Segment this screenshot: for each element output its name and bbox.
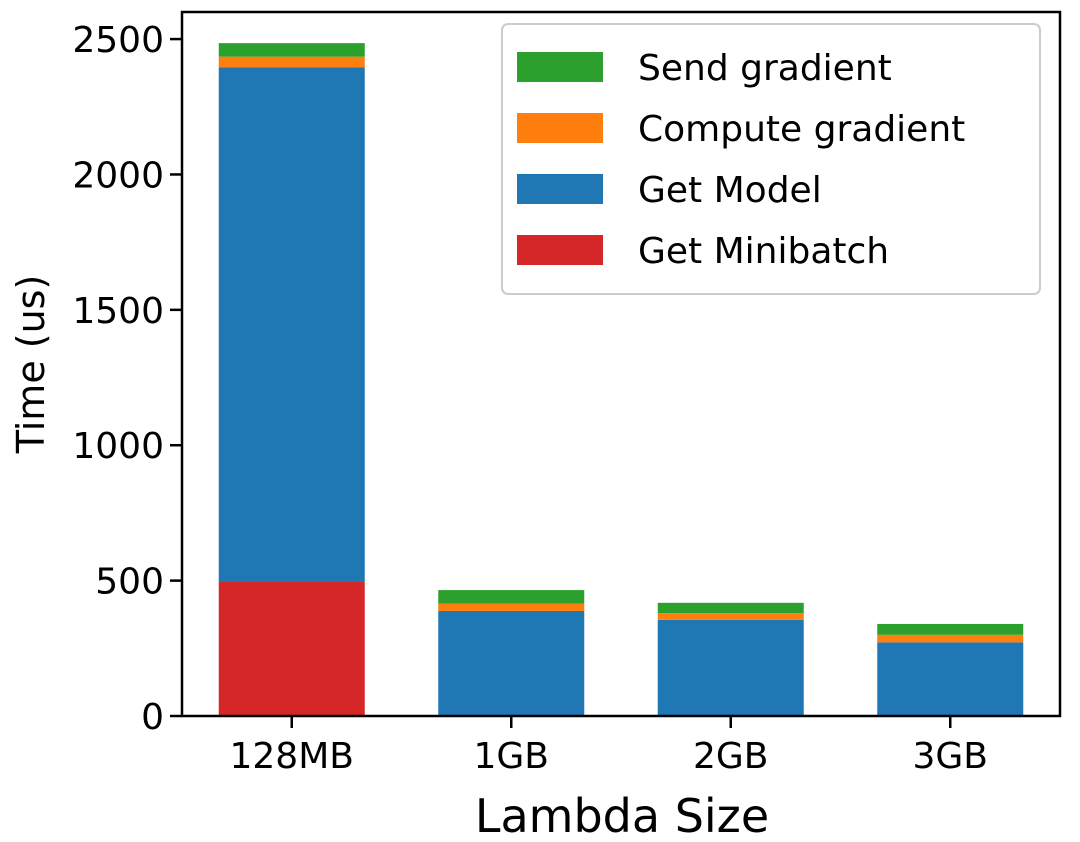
legend-label-get-model: Get Model xyxy=(638,170,822,211)
plot-frame xyxy=(180,10,1062,718)
x-axis-label: Lambda Size xyxy=(475,789,769,842)
bar-3gb-compute-gradient xyxy=(877,634,1024,643)
bar-3gb-send-gradient xyxy=(877,623,1024,635)
bar-128mb-get-model xyxy=(218,67,365,582)
bar-2gb-get-model xyxy=(657,619,804,716)
legend-swatch-compute-gradient xyxy=(517,113,603,143)
x-axis: 128MB 1GB 2GB 3GB xyxy=(230,716,988,777)
bar-1gb-send-gradient xyxy=(438,590,585,604)
y-axis-label: Time (us) xyxy=(9,275,53,455)
x-tick-label-1gb: 1GB xyxy=(474,736,550,777)
x-tick-label-128mb: 128MB xyxy=(230,736,354,777)
legend-swatch-get-minibatch xyxy=(517,235,603,265)
bar-1gb-get-model xyxy=(438,610,585,716)
x-tick-label-2gb: 2GB xyxy=(693,736,769,777)
bar-2gb-compute-gradient xyxy=(657,613,804,620)
legend-label-get-minibatch: Get Minibatch xyxy=(638,231,889,272)
legend-label-send-gradient: Send gradient xyxy=(638,48,892,89)
legend-swatch-get-model xyxy=(517,174,603,204)
bar-128mb-get-minibatch xyxy=(218,581,365,716)
bars-layer xyxy=(218,43,1024,716)
bar-1gb-compute-gradient xyxy=(438,603,585,611)
bar-2gb-send-gradient xyxy=(657,602,804,614)
y-tick-label-0: 0 xyxy=(141,697,164,738)
y-tick-label-500: 500 xyxy=(95,562,164,603)
y-tick-label-2000: 2000 xyxy=(72,155,164,196)
bar-128mb-compute-gradient xyxy=(218,56,365,68)
x-tick-label-3gb: 3GB xyxy=(913,736,989,777)
bar-128mb-send-gradient xyxy=(218,43,365,57)
y-tick-label-1000: 1000 xyxy=(72,426,164,467)
y-tick-label-2500: 2500 xyxy=(72,20,164,61)
legend-swatch-send-gradient xyxy=(517,52,603,82)
y-tick-label-1500: 1500 xyxy=(72,291,164,332)
y-axis: 0 500 1000 1500 2000 2500 xyxy=(72,20,182,738)
legend-frame xyxy=(501,23,1041,295)
bar-3gb-get-model xyxy=(877,642,1024,716)
legend: Send gradient Compute gradient Get Model Ge… xyxy=(501,23,1041,295)
legend-label-compute-gradient: Compute gradient xyxy=(638,109,965,150)
